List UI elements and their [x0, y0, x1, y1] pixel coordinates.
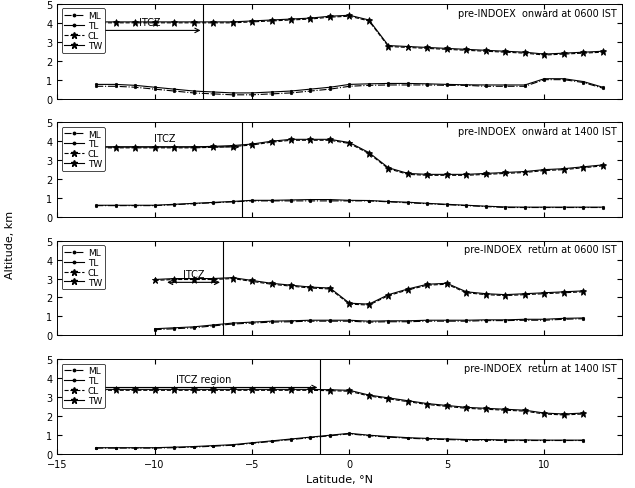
Legend: ML, TL, CL, TW: ML, TL, CL, TW	[62, 127, 105, 172]
Text: pre-INDOEX  return at 0600 IST: pre-INDOEX return at 0600 IST	[464, 245, 617, 255]
Text: ITCZ: ITCZ	[139, 18, 161, 28]
Text: ITCZ region: ITCZ region	[176, 374, 231, 384]
Text: pre-INDOEX  onward at 0600 IST: pre-INDOEX onward at 0600 IST	[458, 9, 617, 19]
Legend: ML, TL, CL, TW: ML, TL, CL, TW	[62, 364, 105, 408]
Text: pre-INDOEX  onward at 1400 IST: pre-INDOEX onward at 1400 IST	[458, 127, 617, 137]
Text: pre-INDOEX  return at 1400 IST: pre-INDOEX return at 1400 IST	[464, 363, 617, 373]
Text: Altitude, km: Altitude, km	[4, 210, 15, 278]
Legend: ML, TL, CL, TW: ML, TL, CL, TW	[62, 245, 105, 290]
X-axis label: Latitude, °N: Latitude, °N	[306, 474, 373, 484]
Text: ITCZ: ITCZ	[154, 134, 175, 144]
Legend: ML, TL, CL, TW: ML, TL, CL, TW	[62, 9, 105, 53]
Text: ITCZ: ITCZ	[183, 269, 204, 279]
